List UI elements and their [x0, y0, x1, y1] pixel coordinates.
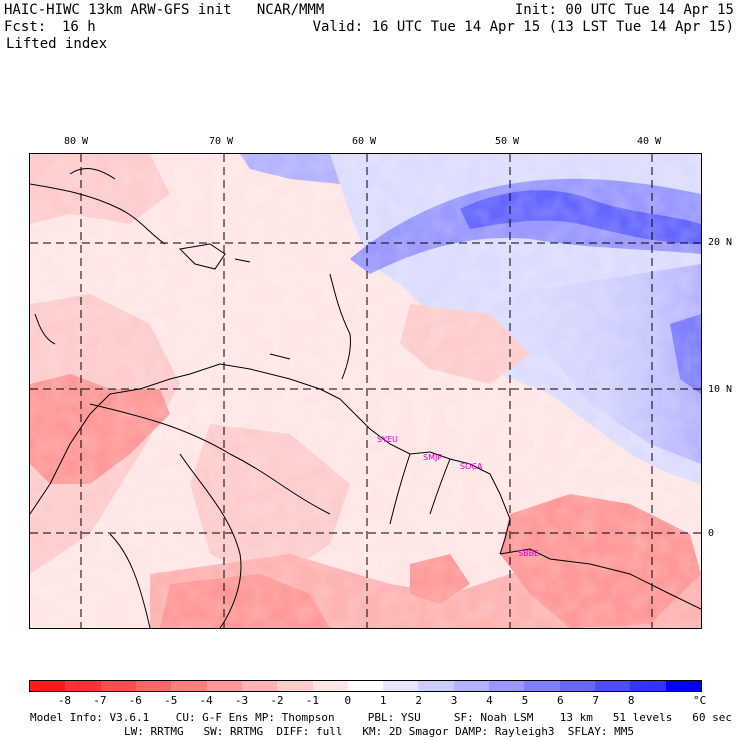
- colorbar-swatch: [383, 681, 419, 691]
- colorbar-tick-label: 0: [344, 694, 352, 707]
- colorbar-tick-label: -2: [270, 694, 284, 707]
- graticule: [30, 154, 701, 628]
- colorbar-tick-label: -5: [164, 694, 178, 707]
- model-title: HAIC-HIWC 13km ARW-GFS init NCAR/MMM: [4, 2, 325, 18]
- colorbar-tick-label: 4: [486, 694, 493, 707]
- lifted-index-map: SYEU SMJP SOCA SBBE: [29, 153, 702, 629]
- model-info-line1: Model Info: V3.6.1 CU: G-F Ens MP: Thomp…: [30, 711, 732, 724]
- colorbar-swatch: [453, 681, 490, 691]
- colorbar-swatch: [489, 681, 525, 691]
- colorbar-swatch: [347, 681, 384, 691]
- lon-label-60w: 60 W: [352, 136, 377, 147]
- colorbar-swatch: [312, 681, 348, 691]
- colorbar: [29, 680, 702, 692]
- colorbar-tick-label: -6: [128, 694, 142, 707]
- lon-label-50w: 50 W: [495, 136, 520, 147]
- colorbar-tick-label: -3: [234, 694, 249, 707]
- lon-label-80w: 80 W: [64, 136, 89, 147]
- colorbar-tick-label: 2: [415, 694, 422, 707]
- colorbar-swatch: [665, 681, 701, 691]
- colorbar-tick-label: 5: [521, 694, 529, 707]
- field-texture: [30, 154, 701, 628]
- colorbar-swatch: [171, 681, 207, 691]
- field-name: Lifted index: [6, 36, 108, 52]
- lon-label-40w: 40 W: [637, 136, 662, 147]
- colorbar-tick-label: -8: [57, 694, 72, 707]
- forecast-hour: 16 h: [62, 19, 96, 35]
- colorbar-swatch: [241, 681, 278, 691]
- colorbar-swatch: [524, 681, 560, 691]
- valid-time: Valid: 16 UTC Tue 14 Apr 15 (13 LST Tue …: [312, 19, 734, 35]
- colorbar-unit: °C: [693, 694, 707, 707]
- colorbar-tick-label: -7: [93, 694, 107, 707]
- colorbar-swatch: [277, 681, 313, 691]
- lat-label-0: 0: [708, 528, 715, 539]
- colorbar-tick-label: 1: [379, 694, 387, 707]
- city-label-syeu: SYEU: [377, 435, 398, 444]
- colorbar-swatch: [65, 681, 101, 691]
- forecast-label: Fcst:: [4, 19, 47, 35]
- colorbar-swatch: [630, 681, 666, 691]
- colorbar-tick-label: 3: [450, 694, 458, 707]
- colorbar-tick-label: 7: [592, 694, 600, 707]
- city-label-soca: SOCA: [460, 462, 483, 471]
- lon-label-70w: 70 W: [209, 136, 234, 147]
- city-label-sbbe: SBBE: [518, 549, 539, 558]
- model-info-line2: LW: RRTMG SW: RRTMG DIFF: full KM: 2D Sm…: [124, 725, 634, 738]
- colorbar-swatch: [100, 681, 136, 691]
- colorbar-swatch: [30, 681, 66, 691]
- colorbar-tick-label: 8: [627, 694, 635, 707]
- coastlines: [30, 168, 701, 628]
- lat-label-10n: 10 N: [708, 384, 733, 395]
- colorbar-tick-label: 6: [557, 694, 564, 707]
- lat-label-20n: 20 N: [708, 237, 733, 248]
- colorbar-swatch: [135, 681, 172, 691]
- colorbar-swatch: [559, 681, 595, 691]
- init-time: Init: 00 UTC Tue 14 Apr 15: [514, 2, 734, 18]
- colorbar-tick-label: -4: [199, 694, 213, 707]
- colorbar-swatch: [206, 681, 242, 691]
- colorbar-swatch: [595, 681, 631, 691]
- city-label-smjp: SMJP: [423, 453, 442, 462]
- map-canvas: SYEU SMJP SOCA SBBE: [30, 154, 701, 628]
- colorbar-swatch: [418, 681, 454, 691]
- colorbar-tick-label: -1: [305, 694, 320, 707]
